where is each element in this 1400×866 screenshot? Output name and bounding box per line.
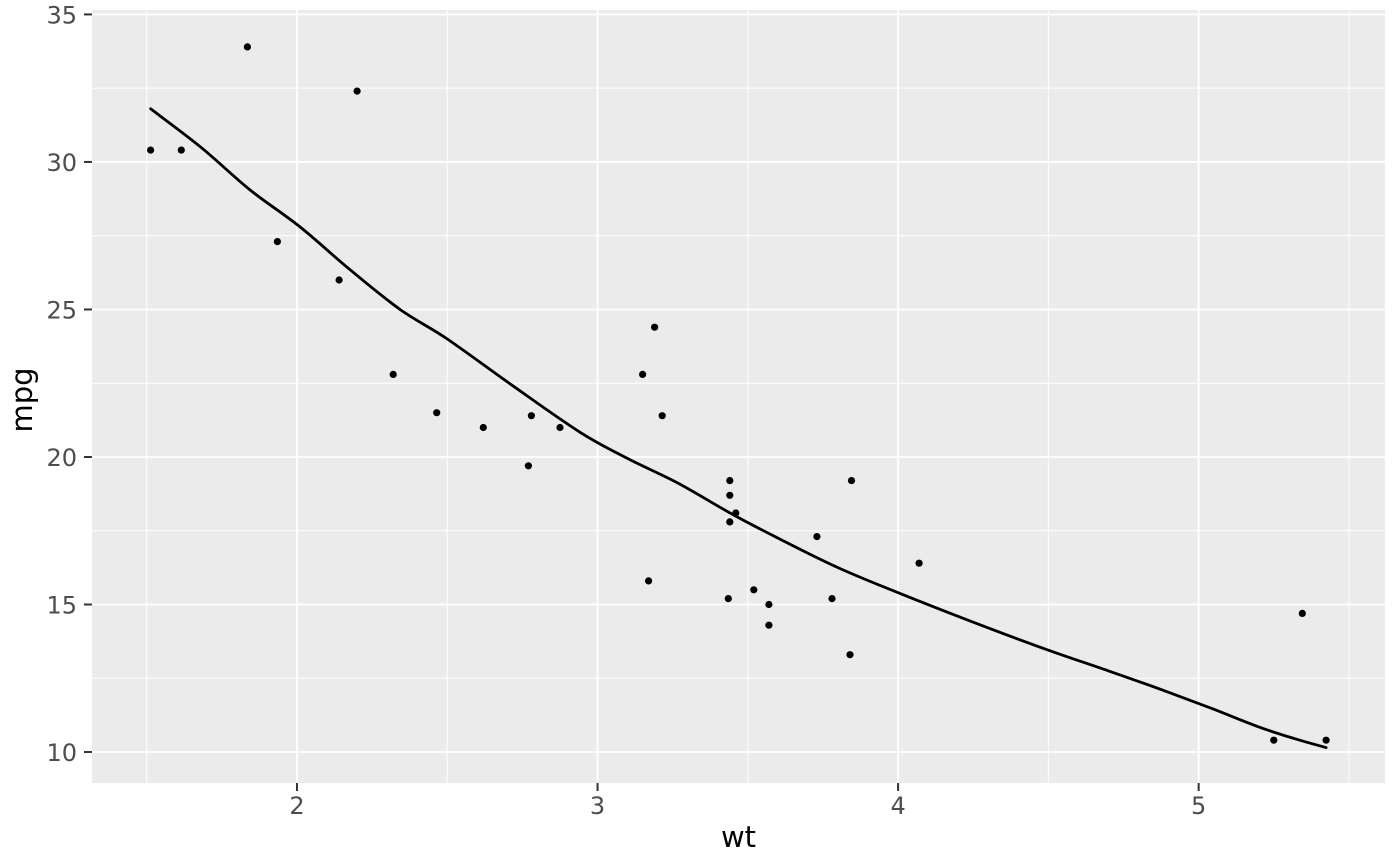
- data-point: [639, 370, 647, 378]
- x-tick-label: 4: [890, 792, 905, 820]
- data-point: [1322, 736, 1330, 744]
- data-point: [353, 87, 361, 95]
- data-point: [556, 423, 564, 432]
- smooth-line: [149, 107, 1328, 749]
- y-tick-label: 35: [46, 1, 77, 29]
- data-point: [147, 146, 155, 154]
- data-point: [724, 595, 732, 603]
- data-point: [813, 533, 821, 541]
- data-point: [915, 559, 923, 567]
- x-tick-label: 3: [590, 792, 605, 820]
- data-point: [828, 595, 836, 603]
- y-tick-label: 10: [46, 739, 77, 767]
- data-point: [433, 409, 441, 417]
- data-layer: [147, 43, 1330, 749]
- data-point: [765, 621, 773, 629]
- data-point: [273, 238, 281, 246]
- data-point: [726, 491, 734, 499]
- y-axis-title: mpg: [5, 367, 39, 432]
- data-point: [765, 600, 773, 609]
- data-point: [726, 518, 734, 526]
- data-point: [658, 412, 666, 420]
- data-point: [479, 423, 487, 432]
- data-point: [527, 412, 536, 420]
- x-tick-label: 2: [289, 792, 304, 820]
- axis-layer: 2 3 4 5 10 15 20 25 30 35: [46, 1, 1206, 820]
- y-tick-label: 30: [46, 149, 77, 177]
- data-point: [389, 370, 397, 378]
- plot-panel: [92, 10, 1385, 783]
- data-point: [335, 276, 343, 284]
- data-point: [1270, 736, 1278, 744]
- data-point: [1298, 609, 1306, 618]
- data-point: [524, 462, 533, 470]
- y-tick-label: 20: [46, 444, 77, 472]
- data-point: [847, 477, 856, 485]
- data-point: [750, 586, 758, 594]
- x-axis-title: wt: [721, 820, 756, 854]
- grid-layer: [92, 10, 1385, 783]
- data-point: [846, 651, 854, 659]
- data-point: [177, 146, 185, 154]
- y-tick-label: 25: [46, 296, 77, 324]
- data-point: [645, 577, 653, 585]
- data-point: [243, 43, 251, 51]
- y-tick-label: 15: [46, 592, 77, 620]
- data-point: [726, 477, 734, 485]
- data-point: [651, 323, 659, 331]
- x-tick-label: 5: [1191, 792, 1206, 820]
